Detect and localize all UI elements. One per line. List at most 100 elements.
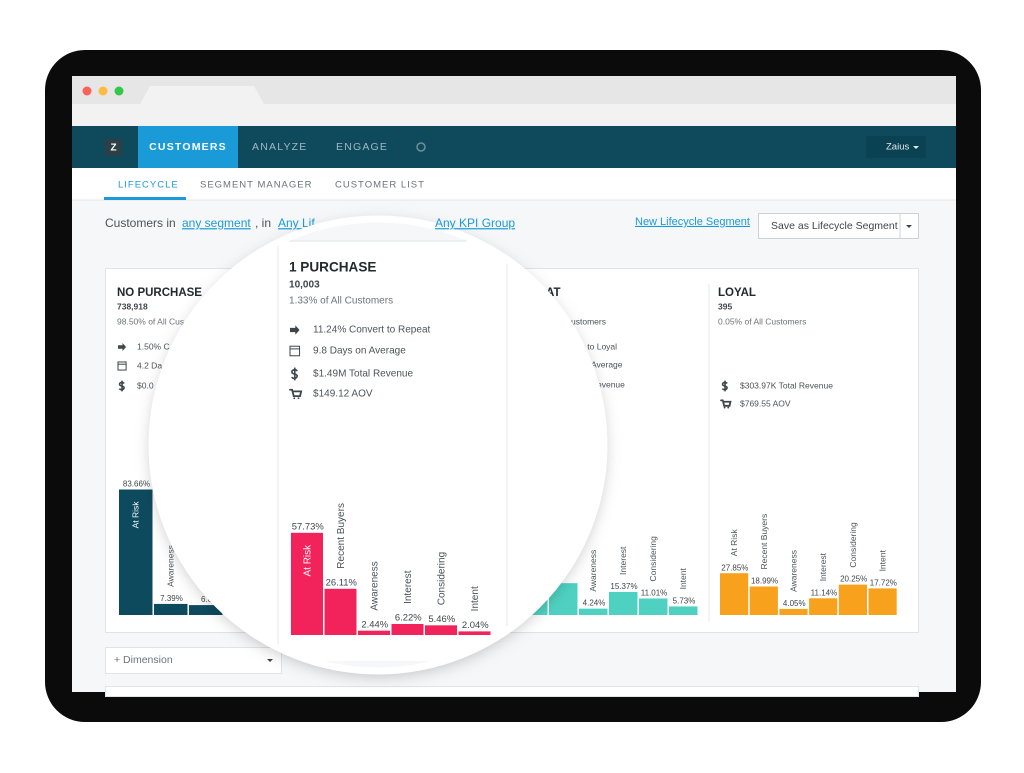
filter-link[interactable]: any segment <box>182 216 251 230</box>
column-title: 1 PURCHASE <box>289 260 376 275</box>
bar <box>458 631 491 635</box>
bar <box>809 598 838 615</box>
bar <box>119 489 153 615</box>
cart-icon <box>720 399 732 409</box>
dollar-icon <box>291 367 298 381</box>
user-menu[interactable] <box>866 136 926 158</box>
bar <box>720 573 749 615</box>
bar <box>868 588 897 615</box>
sub-tab[interactable]: CUSTOMER LIST <box>335 180 425 191</box>
value-label: 15.37% <box>610 582 637 591</box>
bar <box>291 532 323 635</box>
active-underline <box>104 197 186 200</box>
category-label: Intent <box>470 586 481 611</box>
category-label: At Risk <box>729 529 739 557</box>
save-button[interactable] <box>758 213 919 239</box>
value-label: 18.99% <box>751 577 778 586</box>
bar <box>154 603 188 615</box>
category-label: Awareness <box>588 550 598 592</box>
bar <box>579 608 608 615</box>
nav-item[interactable]: CUSTOMERS <box>149 141 227 153</box>
logo: Z <box>110 143 116 154</box>
column-count: 10,003 <box>289 280 320 291</box>
caret <box>913 146 919 149</box>
value-label: 2.04% <box>462 619 489 630</box>
value-label: 2.44% <box>361 618 388 629</box>
category-label: Intent <box>678 568 688 590</box>
column-count: 395 <box>718 301 732 311</box>
stat-fragment: Average <box>591 359 623 369</box>
nav-item[interactable]: ANALYZE <box>252 141 307 153</box>
nav-item[interactable]: ENGAGE <box>336 141 388 153</box>
maximize-dot[interactable] <box>114 86 124 96</box>
filter-text: Customers in <box>105 216 176 230</box>
stat: $149.12 AOV <box>313 389 373 400</box>
category-label: Recent Buyers <box>759 514 769 570</box>
filter-link[interactable]: Any Lif <box>278 216 315 230</box>
column-share: 1.33% of All Customers <box>289 296 393 307</box>
value-label: 6.6 <box>201 595 213 604</box>
bar <box>189 605 223 615</box>
save-label: Save as Lifecycle Segment <box>771 220 898 232</box>
browser-tab[interactable] <box>140 86 264 104</box>
value-label: 4.05% <box>783 599 806 608</box>
column-share: 98.50% of All Cus <box>117 316 184 326</box>
sub-nav <box>72 168 956 200</box>
dollar-icon <box>721 380 728 392</box>
stat: $1.49M Total Revenue <box>313 369 413 380</box>
bar <box>639 598 668 615</box>
column-title: NO PURCHASE <box>117 287 202 299</box>
category-label: Awareness <box>789 550 799 592</box>
stat-fragment: evenue <box>597 379 625 389</box>
settings-icon[interactable] <box>416 142 426 152</box>
stat: 9.8 Days on Average <box>313 346 406 357</box>
category-label: Awareness <box>166 545 176 587</box>
column-count: 738,918 <box>117 301 148 311</box>
toolbar <box>72 104 956 126</box>
value-label: 5.73% <box>673 597 696 606</box>
new-segment-link[interactable]: New Lifecycle Segment <box>635 216 750 228</box>
value-label: 5.46% <box>428 613 455 624</box>
value-label: 7.39% <box>160 594 183 603</box>
dollar-icon <box>118 380 125 392</box>
value-label: 6.22% <box>395 612 422 623</box>
stat: 1.50% C <box>137 341 170 351</box>
bar <box>358 630 390 635</box>
category-label: Interest <box>403 570 414 604</box>
minimize-dot[interactable] <box>98 86 108 96</box>
magnified-view: 1 PURCHASE 10,003 1.33% of All Customers 11… <box>152 240 604 661</box>
value-label: 11.14% <box>811 588 838 597</box>
bar <box>749 586 778 615</box>
value-label: 57.73% <box>292 520 325 531</box>
stat: $769.55 AOV <box>740 398 791 408</box>
stat-fragment: ert to Loyal <box>575 341 617 351</box>
sub-tab[interactable]: LIFECYCLE <box>118 180 179 191</box>
close-dot[interactable] <box>82 86 92 96</box>
value-label: 26.11% <box>326 576 358 587</box>
cart-icon <box>289 388 303 400</box>
sub-tab[interactable]: SEGMENT MANAGER <box>200 180 312 191</box>
dimension-select[interactable] <box>105 647 282 674</box>
calendar-icon <box>289 345 301 357</box>
category-label: Considering <box>848 522 858 568</box>
value-label: 17.72% <box>870 579 897 588</box>
bar <box>838 584 867 615</box>
category-label: Considering <box>436 552 447 605</box>
category-label: Interest <box>618 546 628 575</box>
category-label: Interest <box>818 552 828 581</box>
value-label: 27.85% <box>721 563 748 572</box>
value-label: 83.66% <box>123 480 150 489</box>
filter-link[interactable]: Any KPI Group <box>435 216 515 230</box>
logo-box[interactable] <box>105 139 122 156</box>
caret <box>267 659 273 662</box>
bar <box>391 623 424 635</box>
category-label: Intent <box>878 550 888 572</box>
stat: $0.0 <box>137 380 154 390</box>
calendar-icon <box>117 361 127 371</box>
stat: 11.24% Convert to Repeat <box>313 325 431 336</box>
category-label: At Risk <box>131 501 141 529</box>
category-label: Considering <box>648 536 658 582</box>
category-label: Awareness <box>369 561 380 610</box>
dimension-label: + Dimension <box>114 654 173 666</box>
